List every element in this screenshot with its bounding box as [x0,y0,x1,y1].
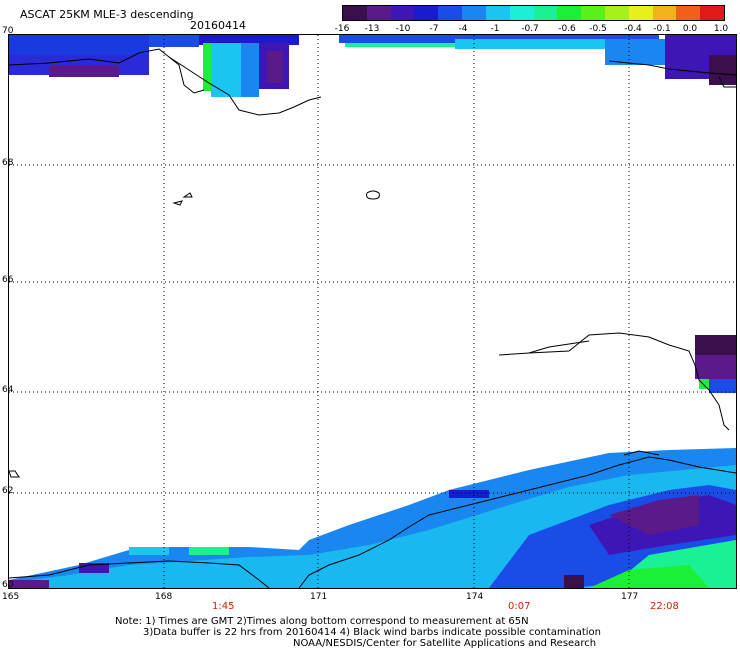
lon-label-177: 177 [621,592,639,602]
lat-label-68: 68 [2,158,14,168]
colorbar-swatch [676,6,701,20]
swath-mid-right [695,335,736,393]
islands [8,190,380,478]
map-date: 20160414 [190,19,246,32]
colorbar-label: -10 [395,24,411,34]
colorbar-label: -0.4 [624,24,642,34]
colorbar-swatch [557,6,582,20]
colorbar-swatch [533,6,558,20]
lat-label-60: 60 [2,580,14,590]
colorbar-label: -0.6 [558,24,576,34]
colorbar-label: 0.0 [682,24,698,34]
map-svg [8,35,737,589]
swath-top-left [9,35,299,97]
lon-label-174: 174 [466,592,484,602]
graticule [9,35,736,588]
color-scale-bar [342,5,725,21]
colorbar-swatch [462,6,486,20]
colorbar-swatch [700,6,724,20]
coastline [8,48,737,589]
lat-label-62: 62 [2,486,14,496]
time-label-3: 22:08 [650,601,679,612]
colorbar-swatch [414,6,439,20]
colorbar-swatch [628,6,653,20]
time-label-2: 0:07 [508,601,531,612]
colorbar-swatch [604,6,629,20]
lon-label-168: 168 [155,592,173,602]
colorbar-swatch [509,6,534,20]
colorbar-swatch [438,6,463,20]
swath-top-right [339,35,736,85]
colorbar-label: -13 [364,24,380,34]
colorbar-swatch [366,6,391,20]
note-line-1: Note: 1) Times are GMT 2)Times along bot… [115,616,529,627]
colorbar-label: -16 [334,24,350,34]
map-area [8,34,737,589]
lon-label-171: 171 [310,592,328,602]
lat-label-66: 66 [2,275,14,285]
colorbar-label: -7 [429,24,439,34]
colorbar-swatch [390,6,415,20]
colorbar-label: -0.7 [521,24,539,34]
lon-label-165: 165 [2,592,20,602]
colorbar-label: -0.1 [653,24,671,34]
colorbar-swatch [652,6,677,20]
note-line-3: NOAA/NESDIS/Center for Satellite Applica… [293,638,597,649]
swath-bottom [9,448,736,588]
lat-label-70: 70 [2,26,14,36]
colorbar-label: -1 [490,24,500,34]
colorbar-label: -4 [458,24,468,34]
time-label-1: 1:45 [212,601,235,612]
colorbar-swatch [485,6,510,20]
note-line-2: 3)Data buffer is 22 hrs from 20160414 4)… [143,627,601,638]
lat-label-64: 64 [2,385,14,395]
colorbar-swatch [581,6,605,20]
colorbar-swatch [343,6,367,20]
colorbar-label: -0.5 [589,24,607,34]
colorbar-label: 1.0 [713,24,729,34]
map-title: ASCAT 25KM MLE-3 descending [20,8,194,21]
